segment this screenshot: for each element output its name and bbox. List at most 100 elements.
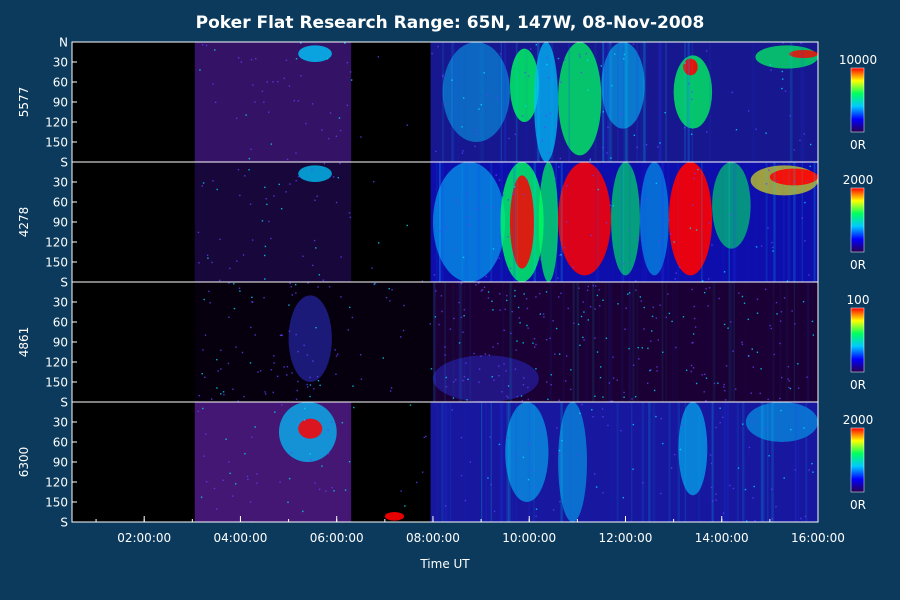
intensity-streak bbox=[641, 402, 645, 522]
noise-dot bbox=[507, 199, 510, 201]
intensity-streak bbox=[800, 42, 803, 162]
noise-dot bbox=[254, 426, 256, 428]
noise-dot bbox=[507, 437, 509, 439]
intensity-streak bbox=[609, 282, 613, 402]
noise-dot bbox=[477, 282, 480, 284]
intensity-streak bbox=[433, 282, 435, 402]
noise-dot bbox=[499, 309, 501, 311]
noise-dot bbox=[310, 458, 312, 461]
noise-dot bbox=[554, 177, 556, 180]
y-tick-label: 150 bbox=[45, 496, 68, 510]
noise-dot bbox=[674, 453, 676, 456]
noise-dot bbox=[598, 289, 600, 291]
intensity-streak bbox=[505, 162, 507, 282]
noise-dot bbox=[296, 389, 298, 392]
noise-dot bbox=[306, 354, 309, 356]
noise-dot bbox=[552, 509, 555, 511]
noise-dot bbox=[204, 376, 206, 379]
noise-dot bbox=[462, 150, 464, 152]
noise-dot bbox=[653, 389, 656, 392]
intensity-streak bbox=[646, 42, 648, 162]
noise-dot bbox=[693, 177, 695, 180]
intensity-streak bbox=[555, 162, 557, 282]
noise-dot bbox=[790, 428, 792, 431]
y-tick-label: N bbox=[59, 36, 68, 50]
noise-dot bbox=[755, 128, 757, 130]
intensity-streak bbox=[481, 42, 484, 162]
noise-dot bbox=[704, 291, 706, 294]
noise-dot bbox=[609, 204, 611, 207]
y-tick-label: 30 bbox=[53, 416, 68, 430]
noise-dot bbox=[580, 71, 583, 74]
intensity-streak bbox=[485, 42, 486, 162]
noise-dot bbox=[734, 388, 737, 390]
noise-dot bbox=[527, 327, 529, 329]
noise-dot bbox=[439, 230, 441, 232]
intensity-streak bbox=[797, 282, 798, 402]
noise-dot bbox=[525, 105, 527, 107]
noise-dot bbox=[254, 101, 256, 103]
noise-dot bbox=[264, 393, 267, 395]
noise-dot bbox=[466, 193, 468, 195]
noise-dot bbox=[722, 512, 725, 514]
noise-dot bbox=[535, 343, 537, 346]
noise-dot bbox=[487, 297, 490, 299]
noise-dot bbox=[442, 74, 444, 76]
y-tick-label: 60 bbox=[53, 316, 68, 330]
intensity-streak bbox=[661, 162, 665, 282]
intensity-streak bbox=[622, 162, 625, 282]
noise-dot bbox=[240, 61, 242, 63]
noise-dot bbox=[464, 499, 467, 502]
noise-dot bbox=[545, 115, 547, 117]
intensity-streak bbox=[603, 42, 606, 162]
intensity-streak bbox=[616, 402, 619, 522]
noise-dot bbox=[274, 411, 276, 413]
noise-dot bbox=[623, 396, 625, 398]
noise-dot bbox=[691, 342, 693, 344]
noise-dot bbox=[498, 365, 500, 367]
noise-dot bbox=[547, 398, 549, 401]
noise-dot bbox=[514, 368, 517, 370]
intensity-streak bbox=[479, 42, 482, 162]
noise-dot bbox=[715, 499, 717, 501]
noise-dot bbox=[406, 224, 408, 227]
noise-dot bbox=[400, 490, 402, 492]
intensity-streak bbox=[801, 162, 803, 282]
noise-dot bbox=[803, 133, 806, 135]
noise-dot bbox=[498, 443, 501, 446]
noise-dot bbox=[462, 97, 465, 99]
noise-dot bbox=[297, 100, 300, 102]
intensity-streak bbox=[657, 162, 660, 282]
noise-dot bbox=[469, 163, 472, 166]
intensity-region bbox=[442, 42, 510, 142]
intensity-region bbox=[712, 162, 751, 249]
intensity-streak bbox=[533, 162, 537, 282]
intensity-region bbox=[432, 355, 539, 402]
noise-dot bbox=[455, 199, 457, 201]
noise-dot bbox=[483, 286, 486, 289]
noise-dot bbox=[449, 328, 452, 330]
noise-dot bbox=[791, 310, 793, 312]
intensity-streak bbox=[524, 42, 528, 162]
noise-dot bbox=[556, 427, 558, 429]
noise-dot bbox=[237, 400, 239, 402]
intensity-streak bbox=[751, 402, 752, 522]
noise-dot bbox=[719, 421, 721, 424]
noise-dot bbox=[586, 59, 589, 61]
keogram-panels: N 30 60 90 120 150 S 5577 10000 0R 30 60 90 120 150 S 42… bbox=[17, 36, 877, 530]
noise-dot bbox=[546, 381, 548, 383]
noise-dot bbox=[251, 301, 254, 303]
intensity-region bbox=[505, 402, 549, 502]
noise-dot bbox=[249, 203, 252, 205]
intensity-streak bbox=[771, 162, 773, 282]
intensity-streak bbox=[440, 402, 444, 522]
noise-dot bbox=[311, 103, 314, 105]
noise-dot bbox=[573, 322, 575, 324]
noise-dot bbox=[211, 261, 213, 264]
intensity-streak bbox=[480, 402, 483, 522]
noise-dot bbox=[331, 486, 333, 489]
noise-dot bbox=[741, 343, 744, 346]
noise-dot bbox=[462, 331, 464, 333]
intensity-streak bbox=[439, 162, 441, 282]
noise-dot bbox=[480, 355, 482, 357]
